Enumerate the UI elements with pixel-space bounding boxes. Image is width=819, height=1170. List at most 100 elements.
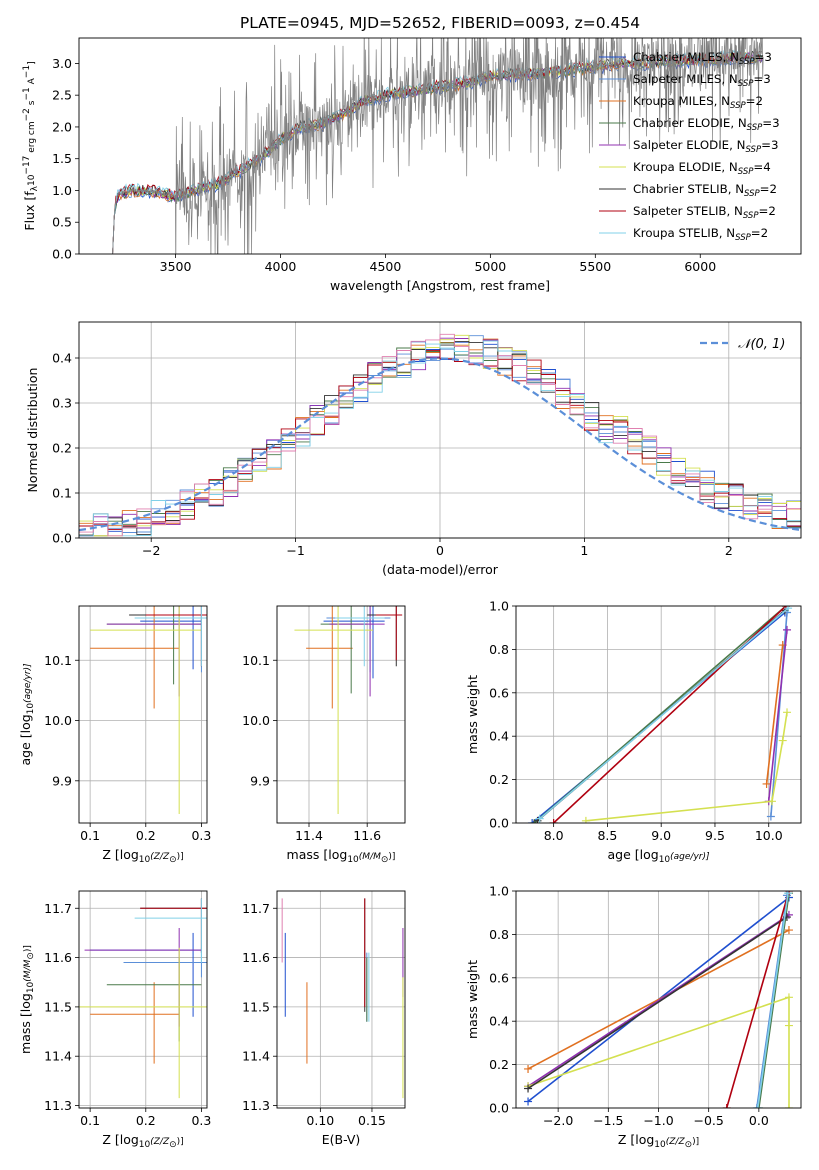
label-part: (M/M bbox=[359, 852, 381, 862]
y-tick-label: 0.4 bbox=[52, 351, 72, 366]
y-tick-label: 10.0 bbox=[242, 713, 270, 728]
errorbar-point bbox=[90, 606, 180, 709]
label-part: mass [log bbox=[18, 993, 33, 1054]
label-part: (Z/Z bbox=[150, 1137, 170, 1147]
weight-line bbox=[725, 891, 790, 1108]
grid bbox=[516, 605, 801, 824]
y-tick-label: 1.0 bbox=[489, 884, 509, 899]
y-axis-label: mass weight bbox=[465, 675, 480, 754]
x-tick-label: 11.6 bbox=[353, 828, 381, 843]
y-tick-label: 1.0 bbox=[489, 599, 509, 614]
y-tick-label: 9.9 bbox=[250, 773, 270, 788]
x-axis-label: mass [log10(M/M⊙)] bbox=[287, 847, 396, 865]
errorbar-point bbox=[134, 606, 207, 667]
y-axis-label: Flux [fλ10−17 erg cm−2 s−1 A−1] bbox=[22, 61, 40, 230]
axes-frame bbox=[515, 890, 802, 1109]
x-tick-label: 4000 bbox=[265, 259, 297, 274]
y-tick-label: 11.3 bbox=[242, 1098, 270, 1113]
axes-mass-vs-Z: 0.1 0.2 0.311.311.411.511.611.7Z [log10(Z/… bbox=[18, 890, 211, 1150]
grid bbox=[79, 606, 207, 823]
weight-line bbox=[758, 893, 790, 1108]
weight-line bbox=[527, 914, 790, 1087]
legend-tail: =3 bbox=[762, 116, 779, 130]
axes-mass-vs-ebv: 0.10 0.15 11.3 11.4 11.5 11.6 11.7 E(B-V) bbox=[242, 890, 406, 1147]
legend-entry: Chabrier STELIB, NSSP=2 bbox=[633, 182, 777, 199]
errorbar-point bbox=[90, 982, 180, 1064]
axes-residuals: −2 −1 0 1 2 0.0 0.1 0.2 0.3 0.4 (data-model)/error… bbox=[25, 321, 802, 577]
axes-frame bbox=[78, 605, 208, 824]
y-axis-label: mass weight bbox=[465, 960, 480, 1039]
plot-area bbox=[79, 333, 801, 537]
errorbar-point bbox=[90, 606, 202, 814]
legend-entry: Chabrier ELODIE, NSSP=3 bbox=[633, 116, 780, 133]
legend-entry: Salpeter STELIB, NSSP=2 bbox=[633, 204, 776, 221]
weight-marker bbox=[784, 1104, 793, 1108]
y-tick-label: 0.2 bbox=[489, 1057, 509, 1072]
y-tick-label: 10.0 bbox=[44, 713, 72, 728]
weight-marker bbox=[778, 736, 787, 745]
legend-tail: =2 bbox=[760, 182, 777, 196]
label-part: )] bbox=[177, 1137, 184, 1147]
x-tick-label: 0.2 bbox=[136, 1113, 156, 1128]
label-part: )] bbox=[177, 852, 184, 862]
y-axis-label: mass [log10(M/M⊙)] bbox=[18, 945, 36, 1054]
y-tick-label: 11.4 bbox=[242, 1049, 270, 1064]
label-part: 10 bbox=[654, 1140, 666, 1150]
x-tick-label: 4500 bbox=[370, 259, 402, 274]
weight-marker bbox=[581, 816, 590, 823]
label-part: 10 bbox=[139, 1140, 151, 1150]
errorbar-point bbox=[140, 898, 207, 953]
y-tick-label: 10.1 bbox=[242, 653, 270, 668]
y-tick-label: 11.3 bbox=[44, 1098, 72, 1113]
label-part: (Z/Z bbox=[150, 852, 170, 862]
x-tick-label: 0.10 bbox=[306, 1113, 334, 1128]
y-tick-label: 11.7 bbox=[242, 901, 270, 916]
y-tick-label: 0.5 bbox=[52, 215, 72, 230]
weight-marker bbox=[524, 1064, 533, 1073]
x-tick-label: −1.0 bbox=[643, 1113, 673, 1128]
x-axis-label: age [log10(age/yr)] bbox=[607, 847, 710, 865]
weight-line bbox=[757, 893, 789, 1108]
errorbar-point bbox=[140, 898, 207, 953]
legend-entry: Kroupa ELODIE, NSSP=4 bbox=[633, 160, 771, 177]
x-axis-label: (data-model)/error bbox=[382, 562, 499, 577]
y-tick-label: 0.4 bbox=[489, 729, 509, 744]
x-tick-label: 9.0 bbox=[651, 828, 671, 843]
legend-sub: SSP bbox=[747, 123, 763, 133]
label-part: ⊙ bbox=[381, 855, 389, 865]
legend-name: Salpeter ELODIE, N bbox=[633, 138, 745, 152]
legend-sub: SSP bbox=[738, 167, 754, 177]
label-part: 10 bbox=[26, 703, 36, 715]
gaussian-curve bbox=[79, 357, 801, 532]
y-tick-label: 0.0 bbox=[489, 1101, 509, 1116]
plot-area bbox=[528, 606, 793, 823]
plot-area bbox=[112, 38, 764, 254]
axes-frame bbox=[276, 890, 406, 1109]
label-part: A bbox=[27, 77, 37, 87]
x-tick-label: 0.3 bbox=[191, 828, 211, 843]
legend-sub: SSP bbox=[735, 233, 751, 243]
legend-sub: SSP bbox=[730, 101, 746, 111]
label-part: )] bbox=[23, 945, 33, 952]
weight-marker bbox=[722, 1104, 731, 1108]
axes-age-vs-mass: 11.4 11.6 9.9 10.0 10.1 mass [log10(M/M⊙)] bbox=[242, 605, 406, 865]
label-part: wavelength [Angstrom, rest frame] bbox=[330, 278, 550, 293]
errorbar-point bbox=[306, 606, 353, 709]
axes-frame bbox=[78, 37, 802, 255]
weight-marker bbox=[784, 993, 793, 1002]
legend-entry: 𝒩(0, 1) bbox=[738, 337, 785, 352]
label-part: E(B-V) bbox=[322, 1132, 361, 1147]
errorbar-point bbox=[375, 606, 403, 661]
weight-marker bbox=[783, 708, 792, 717]
label-part: 10 bbox=[347, 855, 359, 865]
figure-title: PLATE=0945, MJD=52652, FIBERID=0093, z=0… bbox=[240, 14, 640, 32]
histogram-step bbox=[79, 333, 801, 537]
y-tick-label: 3.0 bbox=[52, 56, 72, 71]
y-tick-label: 0.8 bbox=[489, 642, 509, 657]
plot-area bbox=[79, 898, 207, 1099]
label-part: −1 bbox=[22, 87, 32, 100]
label-part: ⊙ bbox=[685, 1140, 693, 1150]
weight-marker bbox=[783, 891, 792, 898]
x-tick-label: 0.3 bbox=[191, 1113, 211, 1128]
label-part: mass [log bbox=[287, 847, 348, 862]
